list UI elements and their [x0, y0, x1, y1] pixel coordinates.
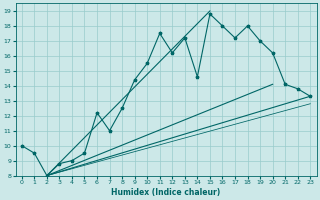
- X-axis label: Humidex (Indice chaleur): Humidex (Indice chaleur): [111, 188, 221, 197]
